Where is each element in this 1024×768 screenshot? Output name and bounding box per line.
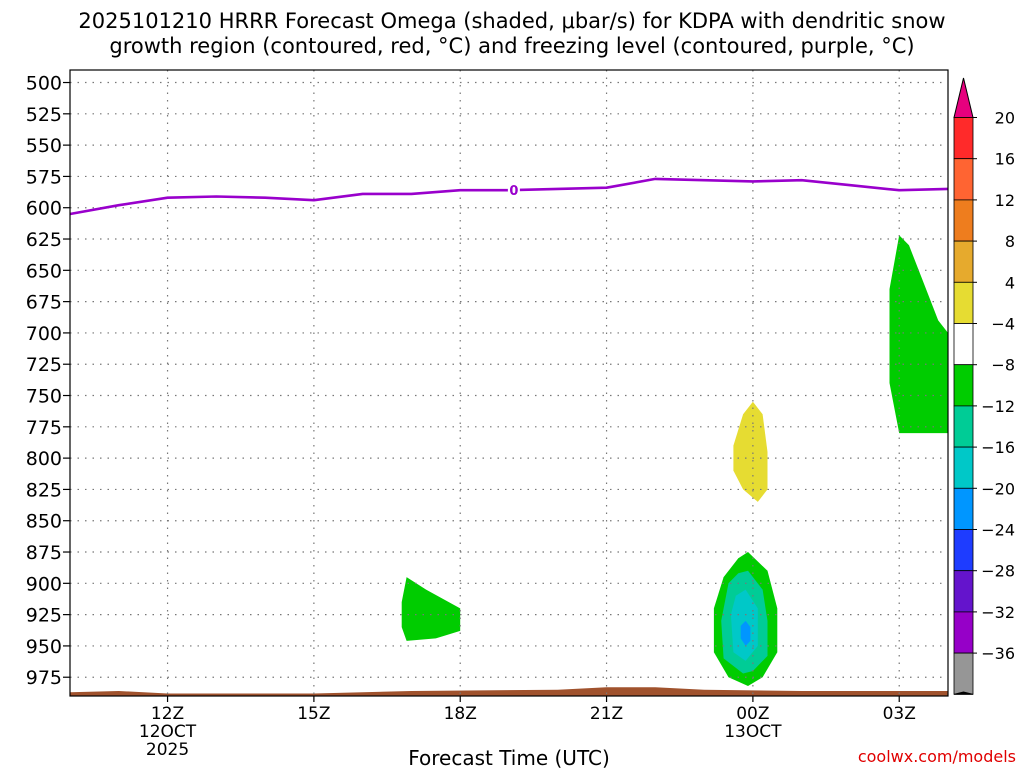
colorbar-label-11: −28: [981, 562, 1015, 581]
y-tick-label-625: 625: [26, 229, 62, 251]
y-tick-label-725: 725: [26, 354, 62, 376]
colorbar-swatch-8: [953, 446, 974, 489]
x-tick-label-00Z: 00Z: [736, 704, 769, 724]
colorbar-swatch-1: [953, 158, 974, 201]
credit-text: coolwx.com/models: [858, 747, 1016, 766]
colorbar-swatch-12: [953, 611, 974, 654]
colorbar-label-10: −24: [981, 521, 1015, 540]
colorbar-label-5: −4: [991, 315, 1015, 334]
colorbar-label-1: 16: [995, 150, 1015, 169]
y-tick-label-575: 575: [26, 166, 62, 188]
colorbar-bottom-arrow: [953, 691, 974, 695]
colorbar-swatch-10: [953, 529, 974, 572]
y-tick-label-975: 975: [26, 667, 62, 689]
omega-pos4-region: [733, 401, 768, 502]
colorbar-label-4: 4: [1005, 273, 1015, 292]
x-tick-date-12Z: 12OCT: [139, 722, 197, 742]
freezing-level-layer: 0: [69, 177, 949, 216]
colorbar-top-arrow: [953, 77, 974, 118]
colorbar-swatch-11: [953, 570, 974, 613]
y-tick-label-850: 850: [26, 511, 62, 533]
omega-neg4-region-east: [889, 235, 948, 434]
colorbar-swatch-0: [953, 117, 974, 160]
y-tick-label-750: 750: [26, 386, 62, 408]
colorbar-swatch-4: [953, 281, 974, 324]
y-tick-label-950: 950: [26, 636, 62, 658]
colorbar-label-0: 20: [995, 109, 1015, 128]
colorbar-label-2: 12: [995, 191, 1015, 210]
omega-shading: [401, 235, 948, 686]
x-tick-label-03Z: 03Z: [883, 704, 916, 724]
plot-frame: [69, 69, 949, 697]
terrain-layer: [70, 687, 948, 696]
y-tick-label-675: 675: [26, 292, 62, 314]
colorbar-swatch-6: [953, 364, 974, 407]
y-tick-label-800: 800: [26, 448, 62, 470]
colorbar-label-12: −32: [981, 603, 1015, 622]
colorbar-swatch-7: [953, 405, 974, 448]
freezing-level-label-bg: [507, 182, 520, 198]
y-tick-label-525: 525: [26, 104, 62, 126]
x-tick-label-18Z: 18Z: [444, 704, 477, 724]
x-axis-title: Forecast Time (UTC): [408, 746, 610, 768]
colorbar-label-13: −36: [981, 644, 1015, 663]
y-tick-label-700: 700: [26, 323, 62, 345]
y-tick-label-550: 550: [26, 135, 62, 157]
y-tick-label-925: 925: [26, 605, 62, 627]
colorbar-swatch-13: [953, 652, 974, 695]
pressure-axis: 500 525 550 575 600 625 650 675 700 725 750 775 800 8…: [26, 73, 70, 689]
x-tick-label-12Z: 12Z: [151, 704, 184, 724]
colorbar-label-6: −8: [991, 356, 1015, 375]
omega-colorbar: 20 16 12 8 4 −4 −8 −12 −16 −20 −24 −28 −32 −36: [953, 77, 1015, 695]
x-tick-date-00Z: 13OCT: [724, 722, 782, 742]
colorbar-swatch-3: [953, 240, 974, 283]
y-tick-label-500: 500: [26, 73, 62, 95]
colorbar-swatch-5: [953, 323, 974, 366]
colorbar-label-3: 8: [1005, 232, 1015, 251]
freezing-level-label: 0: [509, 184, 518, 199]
colorbar-label-9: −20: [981, 479, 1015, 498]
x-tick-label-21Z: 21Z: [590, 704, 623, 724]
y-tick-label-600: 600: [26, 198, 62, 220]
chart-title-line-1: 2025101210 HRRR Forecast Omega (shaded, …: [78, 9, 945, 33]
terrain-fill: [70, 687, 948, 696]
omega-neg16-region: [740, 620, 751, 646]
colorbar-swatch-9: [953, 487, 974, 530]
x-tick-year-12Z: 2025: [146, 740, 189, 760]
y-tick-label-875: 875: [26, 542, 62, 564]
chart-title-line-2: growth region (contoured, red, °C) and f…: [109, 34, 914, 58]
colorbar-label-7: −12: [981, 397, 1015, 416]
y-tick-label-900: 900: [26, 573, 62, 595]
grid-lines: [70, 70, 948, 696]
omega-neg4-region-west: [401, 577, 461, 641]
colorbar-label-8: −16: [981, 438, 1015, 457]
colorbar-swatch-2: [953, 199, 974, 242]
y-tick-label-650: 650: [26, 260, 62, 282]
y-tick-label-775: 775: [26, 417, 62, 439]
y-tick-label-825: 825: [26, 479, 62, 501]
x-tick-label-15Z: 15Z: [297, 704, 330, 724]
